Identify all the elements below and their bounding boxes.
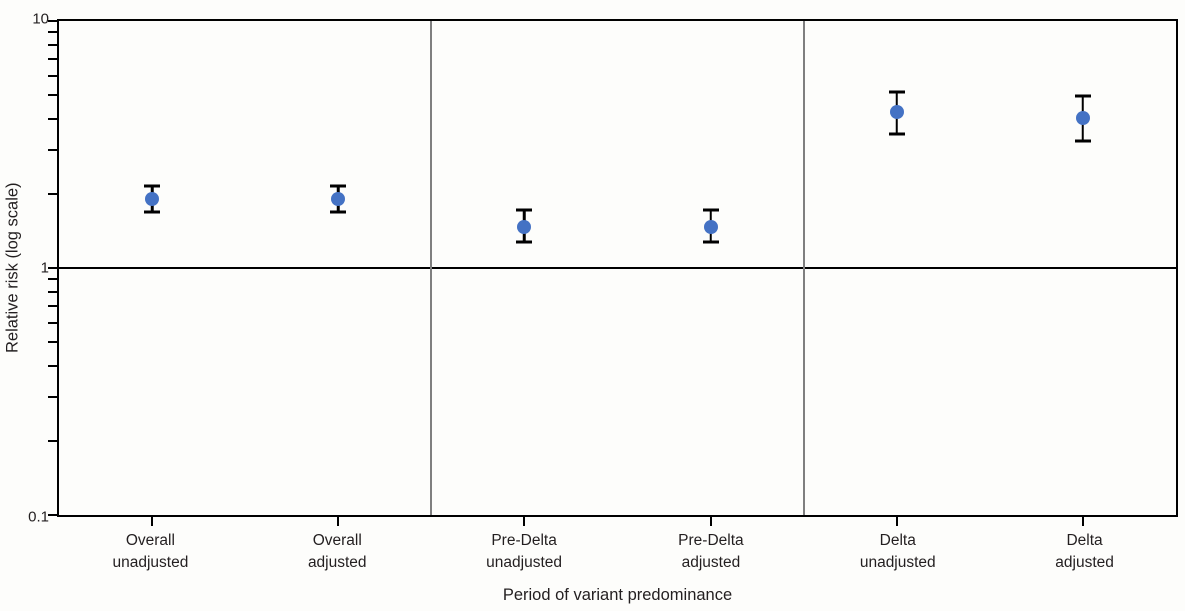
x-axis-category-label: Overall unadjusted bbox=[65, 530, 235, 574]
data-point-marker bbox=[517, 219, 532, 234]
error-bar-cap-bottom bbox=[516, 240, 533, 244]
y-axis-minor-tick bbox=[48, 31, 59, 34]
x-axis-tick bbox=[1081, 515, 1084, 526]
data-point-marker bbox=[889, 104, 904, 119]
x-axis-category-label-line: unadjusted bbox=[859, 554, 936, 571]
x-axis-category-label: Pre-Delta adjusted bbox=[626, 530, 796, 574]
x-axis-category-label: Delta adjusted bbox=[1000, 530, 1170, 574]
y-axis-tick-label: 10 bbox=[32, 10, 49, 28]
x-axis-category-label-line: Pre-Delta bbox=[491, 532, 557, 549]
x-axis-category-label-line: adjusted bbox=[307, 554, 367, 571]
panel-divider bbox=[802, 21, 805, 515]
data-point-marker bbox=[1075, 111, 1090, 126]
error-bar-cap-top bbox=[516, 208, 533, 212]
y-axis-minor-tick bbox=[48, 396, 59, 399]
error-bar-cap-bottom bbox=[330, 210, 347, 214]
y-axis-minor-tick bbox=[48, 321, 59, 324]
y-axis-minor-tick bbox=[48, 365, 59, 368]
y-axis-minor-tick bbox=[48, 439, 59, 442]
x-axis-tick bbox=[709, 515, 712, 526]
x-axis-category-label-line: Delta bbox=[1066, 532, 1103, 549]
error-bar-cap-bottom bbox=[702, 240, 719, 244]
error-bar-cap-bottom bbox=[888, 132, 905, 136]
x-axis-tick bbox=[523, 515, 526, 526]
data-point-marker bbox=[145, 192, 160, 207]
y-axis-minor-tick bbox=[48, 118, 59, 121]
y-axis-minor-tick bbox=[48, 192, 59, 195]
x-axis-tick bbox=[337, 515, 340, 526]
plot-area bbox=[48, 19, 1178, 526]
x-axis-category-label-line: Overall bbox=[312, 532, 362, 549]
error-bar-cap-top bbox=[144, 184, 161, 188]
panel-divider bbox=[430, 21, 433, 515]
reference-line-rr-1 bbox=[59, 267, 1176, 269]
x-axis-title: Period of variant predominance bbox=[502, 586, 733, 604]
data-point-marker bbox=[331, 192, 346, 207]
x-axis-category-label-line: Delta bbox=[879, 532, 916, 549]
y-axis-minor-tick bbox=[48, 278, 59, 281]
y-axis-minor-tick bbox=[48, 341, 59, 344]
y-axis-minor-tick bbox=[48, 58, 59, 61]
y-axis-tick-label: 0.1 bbox=[28, 508, 49, 526]
y-axis-minor-tick bbox=[48, 149, 59, 152]
y-axis-tick-label: 1 bbox=[40, 259, 49, 277]
error-bar-cap-top bbox=[888, 90, 905, 94]
y-axis-major-tick bbox=[48, 267, 59, 269]
y-axis-major-tick bbox=[48, 20, 59, 22]
error-bar-cap-bottom bbox=[144, 210, 161, 214]
x-axis-category-label: Overall adjusted bbox=[252, 530, 422, 574]
y-axis-minor-tick bbox=[48, 43, 59, 46]
error-bar-cap-top bbox=[702, 208, 719, 212]
error-bar-cap-top bbox=[1074, 94, 1091, 98]
error-bar-cap-bottom bbox=[1074, 139, 1091, 143]
x-axis-tick bbox=[151, 515, 154, 526]
y-axis-minor-tick bbox=[48, 305, 59, 308]
x-axis-category-label: Pre-Delta unadjusted bbox=[439, 530, 609, 574]
x-axis-category-label-line: adjusted bbox=[1055, 554, 1114, 571]
x-axis-category-label: Delta unadjusted bbox=[813, 530, 983, 574]
x-axis-category-label-line: adjusted bbox=[681, 554, 741, 571]
x-axis-category-label-line: unadjusted bbox=[112, 554, 189, 571]
error-bar-cap-top bbox=[330, 184, 347, 188]
x-axis-tick bbox=[895, 515, 898, 526]
x-axis-category-label-line: unadjusted bbox=[486, 554, 562, 571]
y-axis-minor-tick bbox=[48, 290, 59, 293]
x-axis-category-label-line: Overall bbox=[125, 532, 175, 549]
x-axis-category-label-line: Pre-Delta bbox=[678, 532, 744, 549]
y-axis-major-tick bbox=[48, 514, 59, 516]
y-axis-minor-tick bbox=[48, 74, 59, 77]
data-point-marker bbox=[703, 219, 718, 234]
y-axis-minor-tick bbox=[48, 94, 59, 97]
